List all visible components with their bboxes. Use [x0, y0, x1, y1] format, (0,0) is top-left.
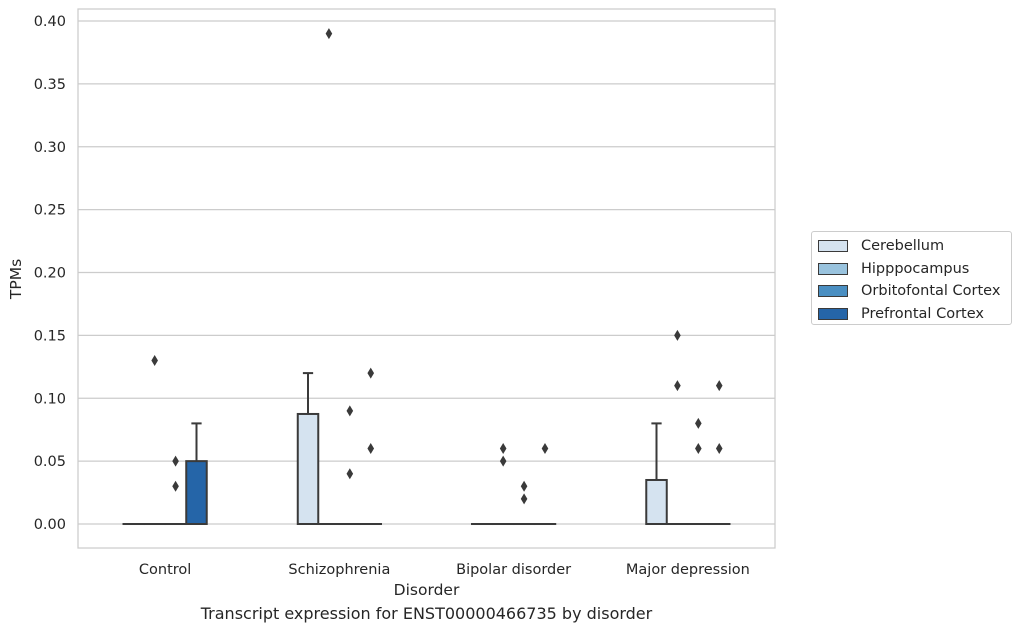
outlier-point	[674, 380, 681, 392]
y-tick-label: 0.00	[34, 517, 66, 533]
legend-label: Hipppocampus	[861, 260, 970, 277]
y-tick-label: 0.05	[34, 454, 66, 470]
legend-swatch	[818, 307, 848, 320]
y-tick-label: 0.20	[34, 266, 66, 282]
box-control-orbitofontal-cortex	[164, 455, 187, 526]
box-major-depression-cerebellum	[645, 422, 668, 525]
y-tick-label: 0.15	[34, 328, 66, 344]
box-body	[296, 412, 320, 525]
y-tick-label: 0.40	[34, 14, 66, 30]
x-tick-label: Control	[139, 562, 191, 578]
boxes	[122, 28, 731, 526]
legend-item: Prefrontal Cortex	[818, 303, 1011, 326]
y-tick-label: 0.30	[34, 140, 66, 156]
outlier-point	[151, 355, 158, 367]
outlier-point	[715, 443, 723, 455]
plot-frame	[77, 8, 776, 549]
outlier-point	[499, 443, 507, 455]
legend: Cerebellum Hipppocampus Orbitofontal Corte…	[811, 231, 1012, 325]
outlier-point	[325, 28, 333, 40]
legend-item: Cerebellum	[818, 235, 1011, 258]
outlier-point	[541, 443, 549, 455]
box-body	[185, 460, 208, 525]
box-control-prefrontal-cortex	[185, 422, 208, 525]
outlier-point	[499, 455, 507, 467]
figure-caption: Transcript expression for ENST0000046673…	[200, 604, 653, 623]
outlier-point	[715, 380, 723, 392]
outlier-point	[346, 405, 354, 417]
x-tick-label: Major depression	[626, 562, 750, 578]
outlier-point	[367, 367, 375, 379]
box-body	[645, 478, 668, 525]
y-tick-label: 0.35	[34, 77, 66, 93]
x-tick-labels: Control Schizophrenia Bipolar disorder Majo…	[139, 562, 750, 578]
box-bipolar-disorder-orbitofontal-cortex	[512, 480, 536, 526]
x-tick-label: Bipolar disorder	[456, 562, 571, 578]
legend-label: Prefrontal Cortex	[861, 305, 984, 322]
x-tick-label: Schizophrenia	[288, 562, 390, 578]
y-tick-label: 0.10	[34, 391, 66, 407]
x-axis-label: Disorder	[394, 581, 460, 599]
box-schizophrenia-cerebellum	[296, 372, 320, 525]
box-schizophrenia-orbitofontal-cortex	[338, 405, 362, 526]
outlier-point	[695, 417, 702, 429]
box-schizophrenia-hipppocampus	[317, 28, 341, 526]
outlier-point	[520, 493, 528, 505]
legend-swatch	[818, 240, 848, 253]
box-schizophrenia-prefrontal-cortex	[359, 367, 382, 526]
grid-lines	[78, 20, 775, 525]
legend-label: Cerebellum	[861, 238, 945, 255]
legend-swatch	[818, 285, 848, 298]
box-major-depression-orbitofontal-cortex	[687, 417, 710, 526]
legend-swatch	[818, 262, 848, 275]
outlier-point	[695, 443, 702, 455]
box-bipolar-disorder-hipppocampus	[491, 443, 515, 526]
y-tick-label: 0.25	[34, 203, 66, 219]
legend-item: Hipppocampus	[818, 258, 1011, 281]
outlier-point	[172, 455, 179, 467]
box-bipolar-disorder-prefrontal-cortex	[533, 443, 557, 526]
box-major-depression-prefrontal-cortex	[707, 380, 731, 526]
outlier-point	[367, 443, 375, 455]
box-major-depression-hipppocampus	[666, 329, 689, 526]
y-axis-label: TPMs	[7, 259, 25, 300]
outlier-point	[674, 329, 681, 341]
box-control-hipppocampus	[143, 355, 166, 526]
legend-item: Orbitofontal Cortex	[818, 280, 1011, 303]
outlier-point	[520, 480, 528, 492]
outlier-point	[172, 480, 179, 492]
y-tick-labels: 0.00 0.05 0.10 0.15 0.20 0.25 0.30 0.35 0.40	[34, 14, 66, 533]
legend-label: Orbitofontal Cortex	[861, 283, 1001, 300]
outlier-point	[346, 468, 354, 480]
